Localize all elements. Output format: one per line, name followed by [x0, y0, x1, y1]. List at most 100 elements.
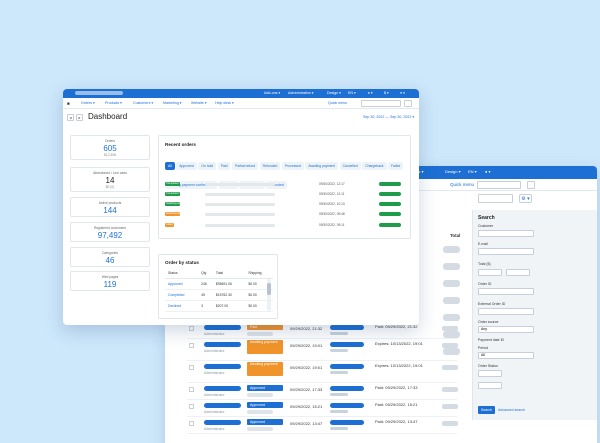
email-input[interactable] [478, 248, 534, 255]
stat-active-products[interactable]: Active products 144 [70, 197, 150, 217]
date-to-input[interactable] [478, 382, 502, 389]
back-icon[interactable]: ◂ [67, 114, 74, 121]
tab-partial-refund[interactable]: Partial refund [231, 162, 259, 170]
status-badge[interactable]: Paid [247, 324, 283, 330]
table-row[interactable]: Administrator Approved 09/29/2022, 15:21… [187, 400, 458, 417]
search-input[interactable] [361, 100, 401, 107]
period-select[interactable]: All [478, 352, 534, 359]
orders-filter-input[interactable] [478, 194, 513, 203]
status-link[interactable]: Completed [165, 289, 199, 301]
tab-refunded-2[interactable]: Refunded [266, 181, 287, 189]
stat-categories[interactable]: Categories 46 [70, 247, 150, 267]
store-name[interactable] [75, 91, 123, 95]
list-item[interactable]: Completed 09/30/2022, 12:17 [165, 181, 405, 190]
order-items-link[interactable] [330, 403, 364, 408]
order-items-link[interactable] [330, 364, 364, 369]
nav-products[interactable]: Products ▾ [105, 101, 122, 105]
customer-link[interactable] [204, 403, 241, 408]
row-checkbox[interactable] [189, 387, 194, 392]
search-submit-button[interactable]: Search [478, 406, 496, 414]
status-badge[interactable]: Approved [247, 402, 283, 408]
date-from-input[interactable] [478, 370, 502, 377]
order-items-link[interactable] [330, 342, 364, 347]
stat-carts[interactable]: Abandoned / Live carts 14 $0 (0) [70, 167, 150, 192]
quick-menu-link[interactable]: Quick menu [328, 101, 348, 105]
order-source-select[interactable]: Any [478, 326, 534, 333]
nav-marketing[interactable]: Marketing ▾ [163, 101, 182, 105]
table-row[interactable]: Administrator Awaiting payment 09/29/202… [187, 339, 458, 361]
customer-link[interactable] [204, 342, 241, 347]
column-header: Qty [198, 269, 213, 279]
topbar-menu-currency[interactable]: $ ▾ [384, 91, 389, 95]
topbar-menu-user[interactable]: ● ▾ [485, 169, 491, 174]
forward-icon[interactable]: ▸ [76, 114, 83, 121]
status-badge[interactable]: Awaiting payment [247, 340, 283, 354]
tab-awaiting-payment[interactable]: Awaiting payment [305, 162, 339, 170]
search-input[interactable] [477, 181, 521, 189]
quick-menu-link[interactable]: Quick menu [450, 182, 475, 187]
topbar-menu-addons[interactable]: Add-ons ▾ [264, 91, 281, 95]
topbar-menu-user[interactable]: ● ▾ [400, 91, 405, 95]
customer-input[interactable] [478, 230, 534, 237]
nav-website[interactable]: Website ▾ [191, 101, 207, 105]
table-row[interactable]: Administrator Paid 09/29/2022, 21:32 Pai… [187, 322, 458, 339]
total-from-input[interactable] [478, 269, 502, 276]
external-order-id-input[interactable] [478, 308, 534, 315]
customer-link[interactable] [204, 364, 241, 369]
gear-icon[interactable]: ⚙ ▾ [519, 194, 532, 203]
nav-help-desk[interactable]: Help desk ▾ [215, 101, 234, 105]
tab-cancelled[interactable]: Cancelled [339, 162, 361, 170]
total-to-input[interactable] [506, 269, 530, 276]
advanced-search-link[interactable]: Advanced search [498, 408, 526, 412]
tab-refunded[interactable]: Refunded [259, 162, 281, 170]
topbar-menu-language[interactable]: EN ▾ [468, 169, 477, 174]
order-items-link[interactable] [330, 420, 364, 425]
stat-web-pages[interactable]: Web pages 119 [70, 271, 150, 291]
topbar-menu-administration[interactable]: Administration ▾ [288, 91, 314, 95]
list-item[interactable]: Awaiting payment 09/30/2022, 09:48 [165, 211, 405, 220]
status-link[interactable]: Declined [165, 300, 199, 312]
status-badge[interactable]: Approved [247, 385, 283, 391]
table-scrollbar[interactable] [267, 279, 271, 311]
stat-orders[interactable]: Orders 605 $12,408 [70, 135, 150, 160]
topbar-menu-language[interactable]: EN ▾ [348, 91, 356, 95]
table-row[interactable]: Administrator Approved 09/29/2022, 17:33… [187, 383, 458, 400]
tab-approved[interactable]: Approved [176, 162, 197, 170]
table-row[interactable]: Administrator Awaiting payment 09/29/202… [187, 361, 458, 383]
customer-link[interactable] [204, 386, 241, 391]
order-items-link[interactable] [330, 325, 364, 330]
tab-on-hold[interactable]: On hold [198, 162, 217, 170]
status-link[interactable]: Approved [165, 278, 199, 290]
search-button[interactable] [404, 100, 412, 107]
order-id-input[interactable] [478, 288, 534, 295]
topbar-menu-notifications[interactable]: ♦ ▾ [368, 91, 373, 95]
tab-chargeback[interactable]: Chargeback [362, 162, 387, 170]
tab-awaiting-confirmation[interactable]: Awaiting payment confirmation [165, 181, 218, 189]
nav-orders[interactable]: Orders ▾ [81, 101, 95, 105]
order-items-link[interactable] [330, 386, 364, 391]
list-item[interactable]: Awaiting payment 09/30/2022, 10:13 [165, 201, 405, 210]
tab-failed[interactable]: Failed [388, 162, 404, 170]
list-item[interactable]: Failed 09/30/2022, 09:11 [165, 222, 405, 231]
tab-paid[interactable]: Paid [217, 162, 231, 170]
row-checkbox[interactable] [189, 421, 194, 426]
nav-customers[interactable]: Customers ▾ [133, 101, 154, 105]
home-icon[interactable]: ■ [67, 101, 70, 106]
status-badge[interactable]: Awaiting payment [247, 362, 283, 376]
topbar-menu-design[interactable]: Design ▾ [445, 169, 461, 174]
search-button[interactable] [527, 181, 535, 189]
tab-processed[interactable]: Processed [281, 162, 304, 170]
row-checkbox[interactable] [189, 326, 194, 331]
period-selector[interactable]: Sep 30, 2022 — Sep 30, 2022 ▾ [363, 115, 415, 119]
table-row[interactable]: Administrator Approved 09/29/2022, 13:47… [187, 417, 458, 434]
row-checkbox[interactable] [189, 404, 194, 409]
stat-registered-customers[interactable]: Registered customers 97,492 [70, 222, 150, 242]
list-item[interactable]: Completed 09/30/2022, 12:11 [165, 191, 405, 200]
customer-link[interactable] [204, 325, 241, 330]
status-badge[interactable]: Approved [247, 419, 283, 425]
row-checkbox[interactable] [189, 365, 194, 370]
row-checkbox[interactable] [189, 343, 194, 348]
topbar-menu-design[interactable]: Design ▾ [327, 91, 341, 95]
tab-all[interactable]: All [165, 162, 175, 170]
customer-link[interactable] [204, 420, 241, 425]
